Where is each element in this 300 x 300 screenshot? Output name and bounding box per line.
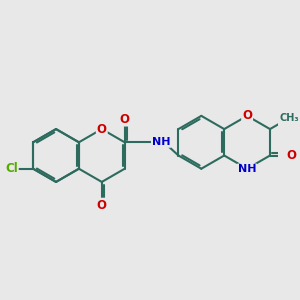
Text: NH: NH xyxy=(152,137,170,147)
Text: O: O xyxy=(120,112,130,126)
Text: O: O xyxy=(242,110,252,122)
Text: O: O xyxy=(97,123,107,136)
Text: CH₃: CH₃ xyxy=(279,113,299,123)
Text: Cl: Cl xyxy=(5,162,18,175)
Text: O: O xyxy=(287,149,297,162)
Text: NH: NH xyxy=(238,164,256,175)
Text: O: O xyxy=(97,199,107,212)
